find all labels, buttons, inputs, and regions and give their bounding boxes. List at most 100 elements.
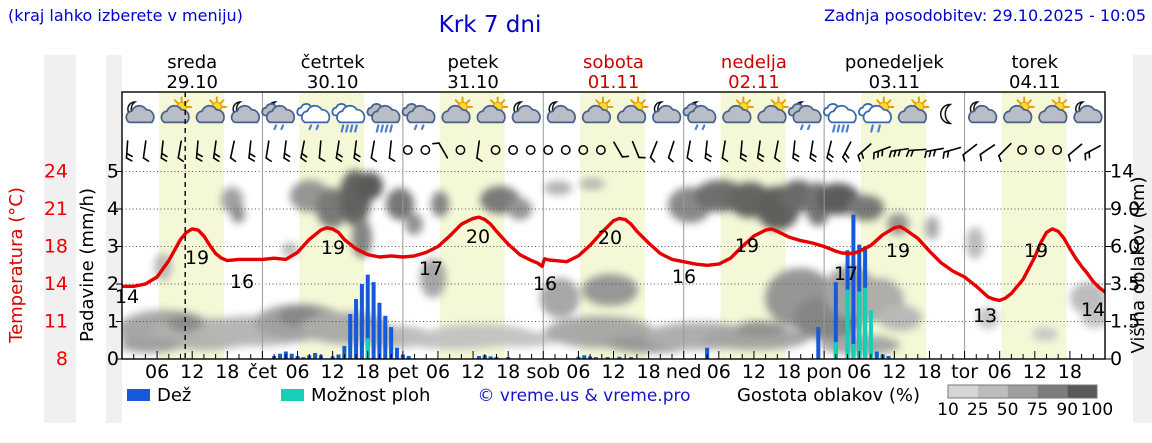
rain-bar [593, 357, 598, 359]
wind-barb-icon [631, 140, 646, 159]
weather-icon [581, 96, 614, 124]
x-tick-label: 18 [215, 361, 239, 383]
rain-mark-icon [273, 124, 278, 131]
cloud-height-tick-label: 1.5 [1110, 311, 1140, 333]
wind-barb-icon [177, 140, 185, 163]
cloud-blob [582, 274, 638, 306]
x-tick-label: 12 [1023, 361, 1047, 383]
weather-icon [195, 96, 228, 124]
wind-barb-icon [370, 140, 378, 163]
rain-mark-icon [420, 124, 425, 131]
rain-bar [365, 274, 370, 359]
rain-mark-icon [841, 124, 845, 133]
cloud-icon [300, 104, 331, 124]
x-tick-label: 12 [461, 361, 485, 383]
shower-bar [851, 344, 856, 359]
wind-barb-icon [998, 142, 1012, 163]
rain-mark-icon [375, 124, 380, 133]
rain-bar [406, 356, 411, 359]
wind-barb-icon [353, 140, 361, 162]
precipitation-tick-label: 1 [107, 311, 119, 333]
weather-icon [261, 101, 296, 131]
wind-barb-icon [195, 140, 203, 162]
cloud-icon [581, 104, 612, 124]
wind-barb-icon [905, 148, 927, 158]
credit-link[interactable]: © vreme.us & vreme.pro [477, 386, 690, 406]
x-tick-label: 18 [777, 361, 801, 383]
cloud-blob [848, 195, 884, 221]
temperature-label: 19 [1024, 240, 1048, 262]
rain-bar [886, 356, 891, 359]
showers-legend-swatch [281, 389, 304, 401]
wind-barb-icon [667, 140, 675, 163]
weather-icon [1073, 101, 1103, 124]
rain-bar [389, 327, 394, 359]
calm-wind-icon [402, 145, 413, 155]
temperature-label: 19 [735, 235, 759, 257]
rain-mark-icon [280, 124, 285, 131]
temperature-curve [122, 215, 1105, 303]
day-name: nedelja [721, 52, 787, 73]
cloud-icon [511, 104, 541, 124]
rain-bar [289, 353, 294, 359]
day-date: 31.10 [447, 72, 499, 93]
calm-wind-icon [490, 145, 501, 155]
shower-bar [845, 289, 850, 359]
wind-barb-icon [756, 140, 765, 162]
cloud-blob [420, 258, 446, 298]
cloud-icon [757, 104, 787, 124]
cloud-icon [968, 104, 998, 124]
cloud-icon [792, 104, 822, 124]
density-tick-label: 90 [1056, 400, 1078, 420]
temperature-tick-label: 14 [44, 273, 68, 295]
weather-icon [939, 103, 953, 125]
x-tick-label: 12 [321, 361, 345, 383]
precipitation-tick-label: 3 [107, 236, 119, 258]
rain-mark-icon [799, 124, 804, 131]
cloud-icon [652, 104, 682, 124]
x-tick-label: 06 [988, 361, 1012, 383]
temperature-label: 14 [1081, 299, 1105, 321]
density-swatch [1067, 385, 1097, 398]
shower-bar [857, 291, 862, 359]
cloud-blob [122, 337, 180, 353]
rain-legend-label: Dež [157, 385, 191, 406]
rain-bar [816, 327, 821, 359]
rain-bar [582, 355, 587, 359]
cloud-icon [1038, 104, 1068, 124]
day-date: 02.11 [728, 72, 780, 93]
rain-mark-icon [384, 124, 389, 133]
x-tick-label: 18 [1058, 361, 1082, 383]
rain-bar [705, 347, 710, 359]
wind-barb-icon [248, 140, 256, 162]
wind-barb-icon [809, 140, 817, 163]
calm-wind-icon [525, 145, 536, 155]
x-tick-label: 18 [496, 361, 520, 383]
weather-icon [897, 96, 930, 124]
cloud-blob [540, 278, 580, 318]
cloud-height-tick-label: 3.5 [1110, 273, 1140, 295]
cloud-icon [1073, 104, 1103, 124]
rain-mark-icon [349, 124, 354, 133]
day-name: petek [448, 52, 500, 73]
temperature-tick-label: 24 [44, 161, 68, 183]
x-tick-label: 06 [707, 361, 731, 383]
cloud-icon [160, 104, 190, 124]
rain-mark-icon [806, 124, 811, 131]
density-tick-label: 75 [1027, 400, 1049, 420]
wind-barb-icon [212, 140, 221, 162]
precipitation-tick-label: 5 [107, 161, 119, 183]
rain-bar [301, 357, 306, 359]
rain-bar [342, 345, 347, 359]
weather-icon [476, 96, 509, 124]
cloud-icon [687, 104, 717, 124]
temperature-label: 17 [834, 263, 858, 285]
temperature-label: 20 [598, 227, 622, 249]
wind-barb-icon [857, 143, 872, 162]
menu-hint-text: (kraj lahko izberete v meniju) [8, 6, 243, 25]
cloud-icon [336, 104, 366, 124]
cloud-height-tick-label: 6.0 [1110, 236, 1140, 258]
wind-barb-icon [826, 140, 834, 163]
rain-bar [851, 214, 856, 359]
